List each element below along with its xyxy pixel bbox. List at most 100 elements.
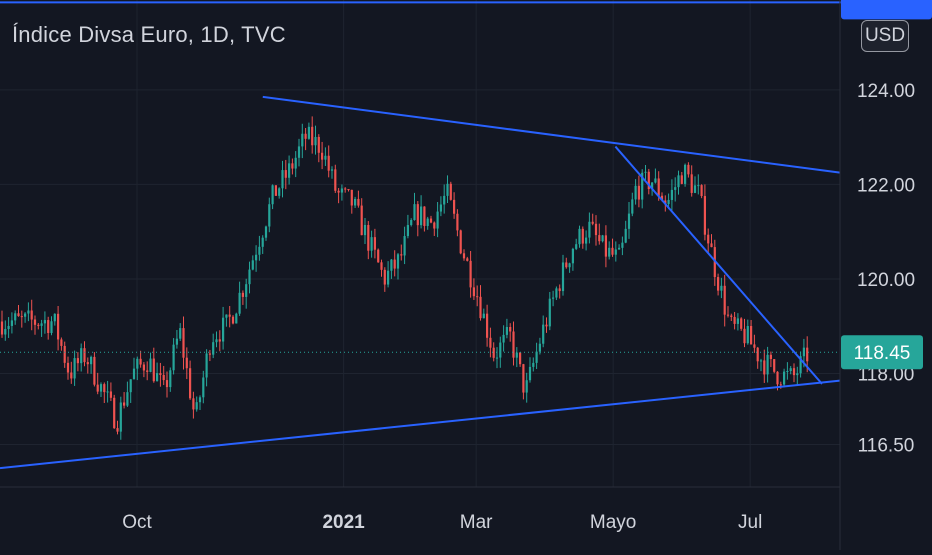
candle-body (588, 221, 591, 238)
candle-body (156, 373, 159, 382)
candle-body (476, 296, 479, 298)
candle-body (268, 204, 271, 227)
candle-body (149, 358, 152, 372)
candle-body (175, 338, 178, 345)
candle-body (776, 371, 779, 385)
candle-body (357, 198, 360, 206)
candle-body (413, 204, 416, 221)
candle-body (654, 178, 657, 183)
candle-body (769, 354, 772, 360)
candle-body (132, 368, 136, 380)
candle-body (545, 324, 548, 327)
candle-body (83, 348, 86, 363)
candle-body (466, 258, 469, 261)
price-tick-label: 122.00 (857, 175, 915, 196)
candle-body (446, 183, 449, 196)
candle-body (575, 244, 578, 249)
candle-body (264, 226, 268, 238)
candle-body (258, 246, 261, 255)
candle-body (30, 310, 33, 320)
chart-title: Índice Divsa Euro, 1D, TVC (12, 22, 286, 47)
candle-body (205, 353, 208, 378)
candle-body (426, 218, 429, 226)
grid (0, 0, 840, 487)
candle-body (136, 358, 139, 369)
candle-body (710, 243, 713, 248)
trendline (0, 379, 841, 470)
candle-body (614, 249, 617, 255)
candle-body (172, 344, 175, 371)
current-price-badge (841, 335, 923, 370)
candle-body (783, 371, 786, 385)
candle-body (162, 374, 165, 381)
candle-body (238, 292, 241, 314)
trendline (262, 95, 841, 174)
candle-body (410, 220, 413, 226)
candle-body (740, 318, 743, 329)
candle-body (684, 164, 687, 184)
candle-body (14, 313, 17, 321)
candle-body (736, 318, 739, 324)
price-tick-label: 118.00 (858, 365, 915, 386)
candle-body (462, 253, 466, 259)
candle-body (60, 339, 63, 346)
candle-body (456, 213, 459, 231)
candle-body (571, 248, 574, 264)
candle-body (7, 325, 10, 330)
candle-body (657, 178, 660, 196)
candle-body (208, 353, 211, 355)
candle-body (459, 230, 462, 254)
candle-body (116, 428, 119, 432)
candle-body (182, 328, 185, 358)
candle-body (482, 313, 485, 319)
time-tick-label: Mayo (590, 512, 636, 533)
candle-body (327, 155, 330, 171)
candle-body (585, 237, 588, 244)
candle-body (542, 324, 545, 344)
candle-body (604, 235, 607, 257)
candle-body (433, 222, 436, 229)
candle-body (90, 356, 93, 365)
candle-body (746, 326, 749, 344)
candle-body (598, 235, 601, 242)
candle-body (367, 224, 370, 251)
candle-body (703, 196, 706, 235)
candle-body (548, 298, 551, 327)
candle-body (558, 288, 561, 292)
candle-body (195, 402, 198, 410)
candle-body (618, 247, 621, 250)
price-tick-label: 120.00 (857, 270, 915, 291)
time-tick-label: Oct (122, 512, 152, 533)
candle-body (354, 198, 357, 206)
candle-body (360, 205, 363, 236)
candle-body (119, 402, 122, 432)
candle-body (340, 188, 343, 193)
candle-body (627, 213, 631, 229)
candle-body (489, 337, 492, 348)
candle-body (284, 170, 287, 178)
currency-button[interactable]: USD (861, 20, 909, 52)
candle-body (297, 146, 301, 158)
candle-body (535, 351, 538, 363)
candle-body (637, 185, 640, 200)
candle-body (634, 185, 637, 200)
candle-body (608, 247, 611, 257)
candle-body (307, 126, 310, 139)
candle-body (644, 171, 647, 173)
candle-body (519, 352, 522, 365)
candle-body (80, 348, 83, 364)
candle-body (73, 358, 76, 379)
candle-body (321, 152, 324, 160)
candle-body (631, 199, 634, 214)
candle-body (495, 357, 499, 359)
candle-body (301, 133, 304, 147)
candle-body (169, 370, 172, 388)
candle-body (218, 339, 221, 342)
candle-body (185, 357, 188, 369)
candle-body (512, 331, 515, 358)
candle-body (759, 360, 763, 362)
candle-body (651, 182, 654, 190)
candle-body (383, 269, 386, 285)
